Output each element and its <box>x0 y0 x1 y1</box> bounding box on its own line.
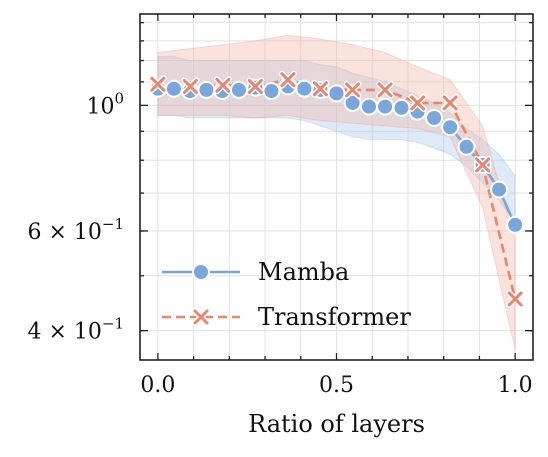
grid <box>140 14 533 360</box>
axis-ticks <box>140 14 533 360</box>
point-mamba <box>490 180 509 199</box>
point-transformer-cross <box>312 81 328 97</box>
point-transformer-cross <box>507 291 523 307</box>
point-transformer <box>148 75 167 94</box>
point-mamba <box>262 82 281 101</box>
point-transformer-cross <box>182 78 198 94</box>
point-transformer-cross <box>475 157 491 173</box>
tick-labels: 0.0 0.5 1.0 100 6 × 10−1 4 × 10−1 <box>27 89 532 398</box>
series-markers <box>148 70 525 308</box>
point-transformer <box>441 93 460 112</box>
legend-label-transformer: Transformer <box>258 303 411 331</box>
point-mamba <box>295 79 314 98</box>
point-mamba <box>425 108 444 127</box>
point-transformer-cross <box>345 82 361 98</box>
legend-marker-transformer <box>192 308 210 326</box>
point-transformer <box>506 289 525 308</box>
point-mamba <box>164 79 183 98</box>
point-transformer-cross <box>280 72 296 88</box>
x-tick-label: 0.5 <box>319 373 354 398</box>
point-transformer <box>311 79 330 98</box>
point-transformer <box>278 70 297 89</box>
point-transformer <box>408 93 427 112</box>
point-transformer <box>213 76 232 95</box>
point-mamba <box>229 80 248 99</box>
point-mamba <box>441 118 460 137</box>
legend-marker-transformer-cross <box>193 309 209 325</box>
point-transformer-cross <box>150 76 166 92</box>
y-tick-label: 100 <box>86 89 124 119</box>
point-mamba <box>343 93 362 112</box>
legend-label-mamba: Mamba <box>258 258 349 286</box>
point-mamba <box>392 98 411 117</box>
point-mamba <box>327 84 346 103</box>
point-transformer-cross <box>215 77 231 93</box>
point-transformer-cross <box>247 78 263 94</box>
point-mamba <box>506 215 525 234</box>
legend-marker-mamba <box>192 263 210 281</box>
y-tick-label: 4 × 10−1 <box>27 315 124 345</box>
point-transformer-cross <box>377 82 393 98</box>
point-transformer <box>181 77 200 96</box>
point-transformer <box>343 80 362 99</box>
point-transformer <box>376 80 395 99</box>
point-mamba <box>457 137 476 156</box>
x-tick-label: 1.0 <box>498 373 533 398</box>
x-axis-title: Ratio of layers <box>248 410 425 438</box>
point-transformer <box>246 77 265 96</box>
point-mamba <box>376 97 395 116</box>
x-tick-label: 0.0 <box>140 373 175 398</box>
point-transformer-cross <box>442 95 458 111</box>
point-mamba <box>360 97 379 116</box>
point-mamba <box>197 80 216 99</box>
point-transformer <box>473 155 492 174</box>
point-transformer-cross <box>410 95 426 111</box>
legend: Mamba Transformer <box>162 258 411 331</box>
y-tick-label: 6 × 10−1 <box>27 215 124 245</box>
